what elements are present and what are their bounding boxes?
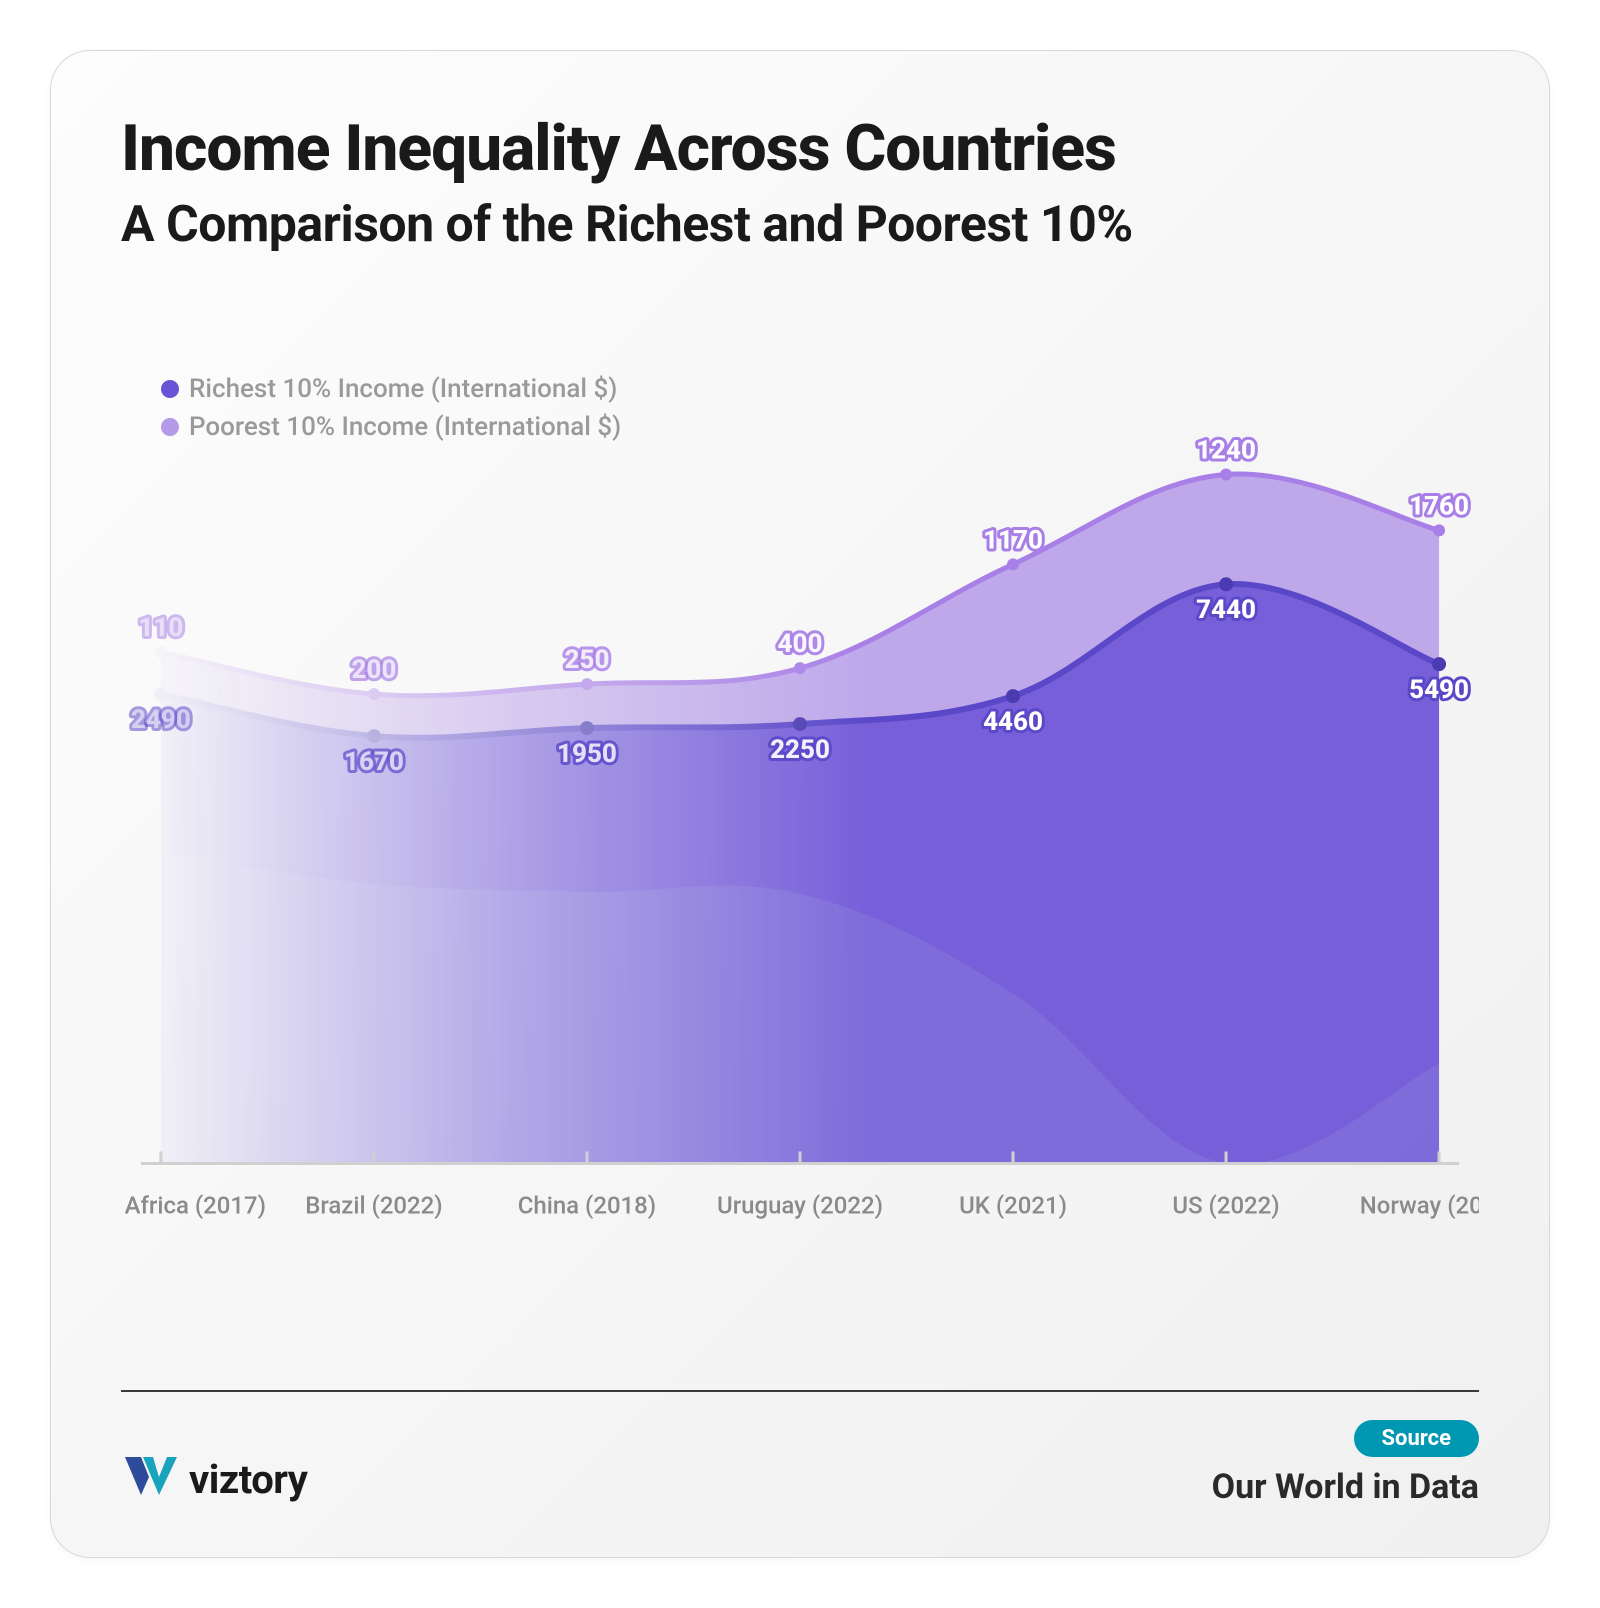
source-block: Source Our World in Data — [1212, 1420, 1479, 1507]
value-label: 5490 — [1409, 675, 1469, 705]
value-label: 110 — [138, 613, 183, 643]
value-label: 1760 — [1409, 491, 1469, 521]
marker-richest — [1219, 577, 1233, 591]
chart-legend: Richest 10% Income (International $) Poo… — [161, 374, 621, 450]
legend-dot-poorest — [161, 418, 179, 436]
chart-card: Income Inequality Across Countries A Com… — [50, 50, 1550, 1558]
chart-title: Income Inequality Across Countries — [121, 111, 1479, 186]
value-label: 200 — [352, 655, 397, 685]
x-axis-label: South Africa (2017) — [121, 1191, 266, 1219]
marker-richest — [793, 717, 807, 731]
value-label: 4460 — [983, 707, 1043, 737]
value-label: 1670 — [344, 747, 404, 777]
x-axis-label: Uruguay (2022) — [717, 1191, 883, 1219]
legend-dot-richest — [161, 380, 179, 398]
marker-poorest — [1007, 558, 1019, 570]
viztory-logo-icon — [121, 1451, 181, 1507]
brand-name: viztory — [189, 1456, 307, 1503]
value-label: 1170 — [983, 525, 1043, 555]
x-axis-label: US (2022) — [1172, 1191, 1279, 1219]
chart-subtitle: A Comparison of the Richest and Poorest … — [121, 196, 1479, 254]
value-label: 400 — [778, 629, 823, 659]
chart-container: Richest 10% Income (International $) Poo… — [121, 294, 1479, 1274]
marker-poorest — [1433, 524, 1445, 536]
legend-label-richest: Richest 10% Income (International $) — [189, 374, 617, 404]
value-label: 1950 — [557, 739, 617, 769]
value-label: 250 — [565, 645, 610, 675]
value-label: 2490 — [131, 705, 191, 735]
marker-richest — [154, 687, 168, 701]
value-label: 2250 — [770, 735, 830, 765]
x-axis-label: Norway (2021) — [1360, 1191, 1479, 1219]
legend-item-poorest: Poorest 10% Income (International $) — [161, 412, 621, 442]
marker-poorest — [1220, 468, 1232, 480]
marker-richest — [580, 721, 594, 735]
brand-block: viztory — [121, 1451, 307, 1507]
x-axis-label: China (2018) — [518, 1191, 656, 1219]
value-label: 1240 — [1196, 435, 1256, 465]
marker-poorest — [794, 662, 806, 674]
legend-item-richest: Richest 10% Income (International $) — [161, 374, 621, 404]
marker-poorest — [581, 678, 593, 690]
marker-richest — [367, 729, 381, 743]
value-label: 7440 — [1196, 595, 1256, 625]
source-text: Our World in Data — [1212, 1467, 1479, 1507]
card-footer: viztory Source Our World in Data — [121, 1390, 1479, 1507]
legend-label-poorest: Poorest 10% Income (International $) — [189, 412, 621, 442]
source-pill: Source — [1354, 1420, 1479, 1457]
x-axis-label: UK (2021) — [959, 1191, 1067, 1219]
x-axis-label: Brazil (2022) — [305, 1191, 442, 1219]
marker-richest — [1006, 689, 1020, 703]
marker-poorest — [368, 688, 380, 700]
marker-poorest — [155, 646, 167, 658]
marker-richest — [1432, 657, 1446, 671]
